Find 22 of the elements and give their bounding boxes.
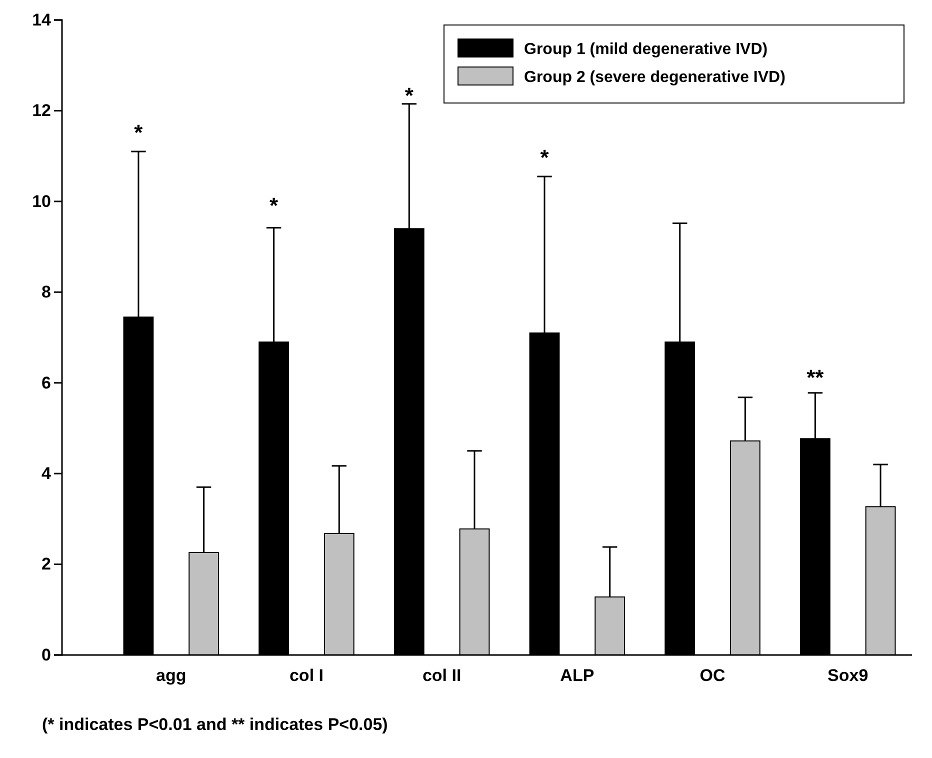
x-tick-label: OC — [700, 666, 726, 686]
legend-label: Group 2 (severe degenerative IVD) — [524, 69, 786, 86]
y-tick-label: 6 — [42, 373, 51, 392]
legend-label: Group 1 (mild degenerative IVD) — [524, 41, 768, 58]
annotation: * — [404, 83, 414, 108]
x-tick-label: ALP — [560, 666, 594, 686]
annotation: * — [270, 193, 279, 218]
y-tick-label: 14 — [32, 10, 52, 30]
annotation: ** — [806, 365, 824, 390]
y-tick-label: 8 — [42, 282, 51, 302]
text: (* indicates P<0.01 and ** indicates P<0.05) — [42, 715, 388, 734]
annotation: * — [134, 120, 144, 145]
y-tick-label: 4 — [42, 464, 52, 484]
annotation: * — [540, 145, 550, 170]
x-tick-label: col I — [289, 666, 324, 686]
y-tick-label: 12 — [32, 101, 51, 120]
x-tick-label: agg — [156, 666, 186, 686]
y-tick-label: 2 — [42, 554, 51, 574]
y-tick-label: 10 — [32, 192, 51, 211]
x-tick-label: col II — [422, 666, 462, 686]
y-tick-label: 0 — [42, 645, 51, 664]
x-tick-label: Sox9 — [828, 666, 868, 686]
